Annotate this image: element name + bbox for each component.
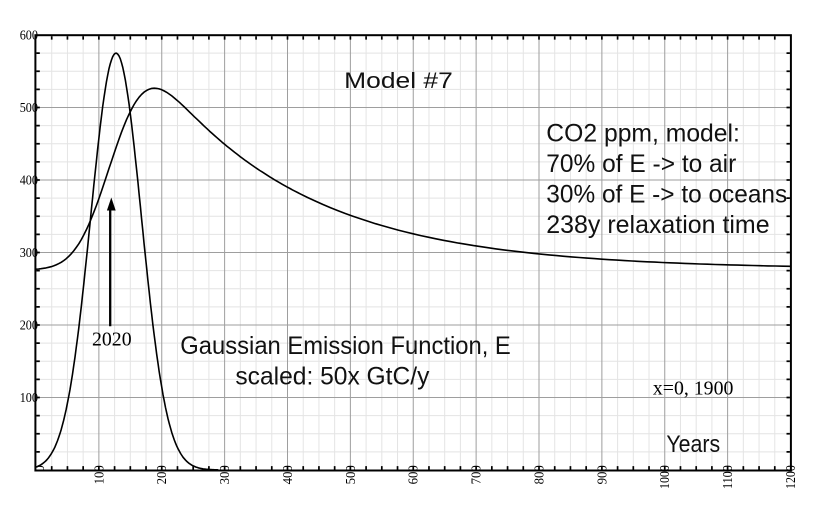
svg-text:400: 400: [280, 465, 295, 484]
svg-text:238y relaxation time: 238y relaxation time: [546, 211, 769, 239]
svg-text:200: 200: [20, 318, 39, 333]
svg-text:1200: 1200: [783, 465, 798, 489]
svg-text:600: 600: [20, 28, 39, 43]
svg-text:30% of E -> to oceans: 30% of E -> to oceans: [546, 181, 787, 209]
svg-text:2020: 2020: [92, 329, 132, 351]
svg-text:100: 100: [20, 390, 39, 405]
svg-text:800: 800: [531, 465, 546, 484]
svg-text:0: 0: [32, 465, 47, 472]
svg-text:300: 300: [217, 465, 232, 484]
svg-text:500: 500: [20, 100, 39, 115]
svg-text:400: 400: [20, 173, 39, 188]
svg-text:1000: 1000: [657, 465, 672, 489]
svg-text:Years: Years: [666, 431, 720, 458]
svg-text:CO2 ppm, model:: CO2 ppm, model:: [546, 120, 740, 148]
svg-text:700: 700: [469, 465, 484, 484]
svg-text:900: 900: [594, 465, 609, 484]
svg-text:300: 300: [20, 245, 39, 260]
svg-text:1100: 1100: [720, 465, 735, 489]
svg-text:scaled: 50x GtC/y: scaled: 50x GtC/y: [235, 363, 429, 391]
svg-text:Gaussian Emission Function, E: Gaussian Emission Function, E: [180, 332, 511, 360]
svg-text:x=0, 1900: x=0, 1900: [653, 377, 734, 399]
svg-text:Model #7: Model #7: [344, 68, 453, 93]
svg-text:200: 200: [154, 465, 169, 484]
svg-text:500: 500: [343, 465, 358, 484]
svg-text:100: 100: [91, 465, 106, 484]
svg-text:600: 600: [406, 465, 421, 484]
svg-text:70% of E -> to air: 70% of E -> to air: [546, 150, 736, 178]
